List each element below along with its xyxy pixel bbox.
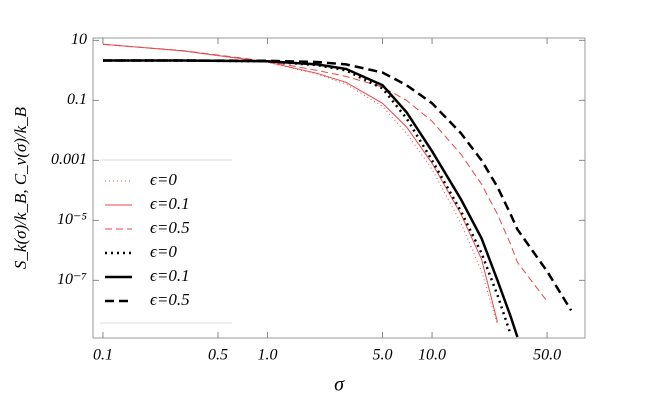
- y-tick-label: 0.1: [67, 91, 87, 108]
- x-tick-label: 0.5: [208, 347, 228, 364]
- legend-label: ϵ=0: [150, 170, 177, 189]
- legend-label: ϵ=0.5: [150, 290, 190, 309]
- legend-label: ϵ=0.1: [150, 194, 190, 213]
- x-tick-label: 50.0: [533, 347, 561, 364]
- legend-label: ϵ=0: [150, 242, 177, 261]
- x-tick-label: 5.0: [373, 347, 393, 364]
- series-line: [103, 59, 519, 338]
- y-tick-label: 10: [71, 31, 87, 48]
- series-line: [103, 59, 573, 312]
- legend-label: ϵ=0.1: [150, 266, 190, 285]
- x-axis-label: σ: [334, 374, 345, 396]
- y-tick-label: 10⁻⁵: [57, 211, 87, 228]
- y-tick-label: 0.001: [51, 151, 87, 168]
- legend-label: ϵ=0.5: [150, 218, 190, 237]
- x-tick-label: 1.0: [258, 347, 278, 364]
- series-line: [102, 43, 498, 323]
- x-tick-label: 10.0: [418, 347, 446, 364]
- series-line: [102, 43, 548, 302]
- y-axis-label: S_k(σ)/k_B, C_v(σ)/k_B: [11, 106, 30, 269]
- y-tick-label: 10⁻⁷: [57, 271, 87, 288]
- x-tick-label: 0.1: [93, 347, 113, 364]
- plot-frame: [92, 37, 586, 339]
